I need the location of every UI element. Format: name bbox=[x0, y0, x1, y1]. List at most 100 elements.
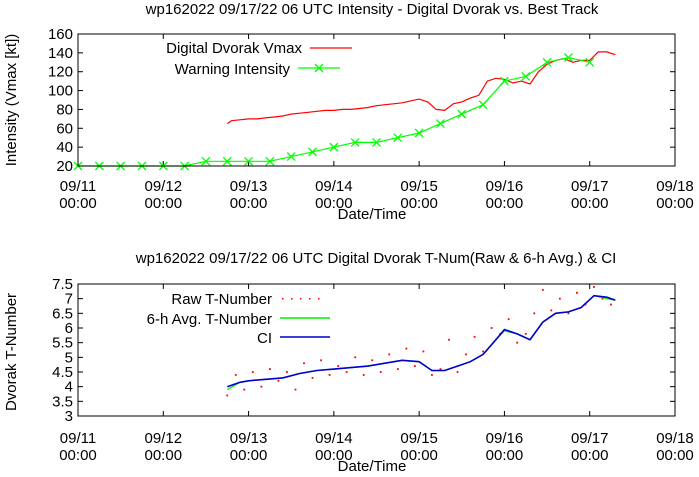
chart2-frame bbox=[77, 283, 676, 417]
series-raw-t-number-point bbox=[431, 374, 433, 376]
series-warning-intensity-marker bbox=[201, 156, 211, 166]
chart2-series bbox=[226, 286, 616, 397]
series-raw-t-number-point bbox=[320, 359, 322, 362]
series-raw-t-number-point bbox=[465, 353, 467, 356]
series-raw-t-number-point bbox=[286, 371, 288, 373]
series-raw-t-number-point bbox=[388, 353, 391, 356]
series-warning-intensity-marker bbox=[222, 156, 232, 166]
series-warning-intensity-marker bbox=[436, 119, 445, 129]
y-tick-label: 120 bbox=[48, 64, 73, 81]
chart1-xlabel: Date/Time bbox=[338, 206, 407, 223]
legend-digital-dvorak-label: Digital Dvorak Vmax bbox=[166, 40, 302, 57]
series-warning-intensity-marker bbox=[372, 137, 381, 147]
series-raw-t-number-point bbox=[251, 371, 254, 373]
series-raw-t-number-point bbox=[413, 365, 416, 368]
x-tick-label: 09/11 00:00 bbox=[59, 430, 97, 464]
series-warning-intensity-marker bbox=[350, 137, 360, 147]
x-tick-label: 09/15 00:00 bbox=[400, 430, 438, 464]
legend-raw-label: Raw T-Number bbox=[171, 291, 272, 308]
series-raw-t-number-point bbox=[516, 341, 519, 344]
series-warning-intensity-marker bbox=[478, 100, 488, 110]
series-warning-intensity-marker bbox=[563, 53, 573, 63]
y-tick-label: 4.5 bbox=[52, 364, 73, 381]
y-tick-label: 80 bbox=[56, 101, 73, 118]
series-raw-t-number-point bbox=[593, 286, 595, 288]
y-tick-label: 140 bbox=[48, 45, 73, 62]
series-raw-t-number-point bbox=[379, 371, 382, 373]
chart2-xlabel: Date/Time bbox=[338, 458, 407, 475]
chart2-ticks: 09/11 00:00 09/12 00:00 09/13 00:00 09/14 00:00… bbox=[52, 276, 694, 464]
series-raw-t-number-point bbox=[422, 350, 425, 353]
x-tick-label: 09/17 00:00 bbox=[571, 178, 609, 212]
x-tick-label: 09/13 00:00 bbox=[230, 178, 268, 212]
series-6-h-avg-t-number-line bbox=[227, 295, 616, 391]
tnumber-chart: wp162022 09/17/22 06 UTC Digital Dvorak … bbox=[3, 250, 694, 475]
series-warning-intensity-marker bbox=[393, 133, 403, 143]
legend-ci-label: CI bbox=[257, 330, 272, 347]
series-raw-t-number-point bbox=[558, 297, 561, 300]
x-tick-label: 09/15 00:00 bbox=[400, 178, 438, 212]
chart1-legend: Digital Dvorak Vmax Warning Intensity bbox=[166, 40, 352, 78]
series-raw-t-number-point bbox=[473, 335, 476, 338]
chart1-ylabel: Intensity (Vmax [kt]) bbox=[3, 34, 20, 167]
series-raw-t-number-point bbox=[524, 332, 527, 335]
chart1-title: wp162022 09/17/22 06 UTC Intensity - Dig… bbox=[145, 1, 599, 18]
legend-warning-label: Warning Intensity bbox=[175, 61, 291, 78]
x-tick-label: 09/16 00:00 bbox=[486, 178, 524, 212]
series-raw-t-number-point bbox=[448, 338, 450, 341]
y-tick-label: 5.5 bbox=[52, 335, 73, 352]
series-warning-intensity-marker bbox=[542, 57, 552, 67]
legend-raw-swatch bbox=[282, 298, 320, 300]
series-warning-intensity-marker bbox=[414, 128, 424, 138]
x-tick-label: 09/11 00:00 bbox=[59, 178, 97, 212]
series-raw-t-number-point bbox=[277, 379, 280, 382]
y-tick-label: 160 bbox=[48, 26, 73, 43]
series-raw-t-number-point bbox=[311, 376, 314, 379]
series-warning-intensity-marker bbox=[585, 57, 595, 67]
series-raw-t-number-point bbox=[234, 374, 237, 376]
series-raw-t-number-point bbox=[439, 368, 442, 370]
series-raw-t-number-point bbox=[303, 362, 305, 365]
series-raw-t-number-point bbox=[550, 309, 553, 312]
series-raw-t-number-point bbox=[371, 359, 374, 362]
series-warning-intensity-marker bbox=[244, 156, 254, 166]
y-tick-label: 100 bbox=[48, 83, 73, 100]
x-tick-label: 09/12 00:00 bbox=[145, 430, 183, 464]
y-tick-label: 6 bbox=[65, 320, 73, 337]
series-raw-t-number-point bbox=[328, 374, 331, 376]
series-raw-t-number-point bbox=[396, 368, 399, 370]
series-raw-t-number-point bbox=[243, 388, 246, 391]
x-tick-label: 09/14 00:00 bbox=[315, 178, 353, 212]
legend-warning-marker bbox=[314, 63, 324, 73]
series-warning-intensity-marker bbox=[457, 109, 467, 119]
series-raw-t-number-point bbox=[576, 291, 578, 294]
x-tick-label: 09/12 00:00 bbox=[145, 178, 183, 212]
series-raw-t-number-point bbox=[294, 388, 297, 391]
series-raw-t-number-point bbox=[507, 318, 510, 321]
series-raw-t-number-point bbox=[354, 356, 357, 359]
x-tick-label: 09/14 00:00 bbox=[315, 430, 353, 464]
chart2-title: wp162022 09/17/22 06 UTC Digital Dvorak … bbox=[135, 250, 617, 267]
y-tick-label: 3.5 bbox=[52, 393, 73, 410]
series-ci-line bbox=[227, 294, 616, 388]
y-tick-label: 6.5 bbox=[52, 305, 73, 322]
y-tick-label: 5 bbox=[65, 349, 73, 366]
series-raw-t-number-point bbox=[226, 394, 229, 397]
series-raw-t-number-point bbox=[482, 350, 485, 353]
x-tick-label: 09/17 00:00 bbox=[571, 430, 609, 464]
y-tick-label: 3 bbox=[65, 408, 73, 425]
series-raw-t-number-point bbox=[456, 371, 459, 373]
series-raw-t-number-point bbox=[601, 297, 604, 300]
series-raw-t-number-point bbox=[541, 288, 544, 291]
y-tick-label: 40 bbox=[56, 139, 73, 156]
series-raw-t-number-point bbox=[533, 312, 536, 315]
series-warning-intensity-marker bbox=[308, 147, 317, 157]
y-tick-label: 20 bbox=[56, 158, 73, 175]
chart1-ticks: 09/11 00:00 09/12 00:00 09/13 00:00 09/14 00:00… bbox=[48, 26, 694, 212]
x-tick-label: 09/18 00:00 bbox=[656, 430, 694, 464]
series-raw-t-number-point bbox=[337, 365, 340, 368]
series-warning-intensity-marker bbox=[521, 71, 531, 81]
series-warning-intensity-marker bbox=[265, 156, 275, 166]
series-raw-t-number-point bbox=[345, 371, 348, 373]
